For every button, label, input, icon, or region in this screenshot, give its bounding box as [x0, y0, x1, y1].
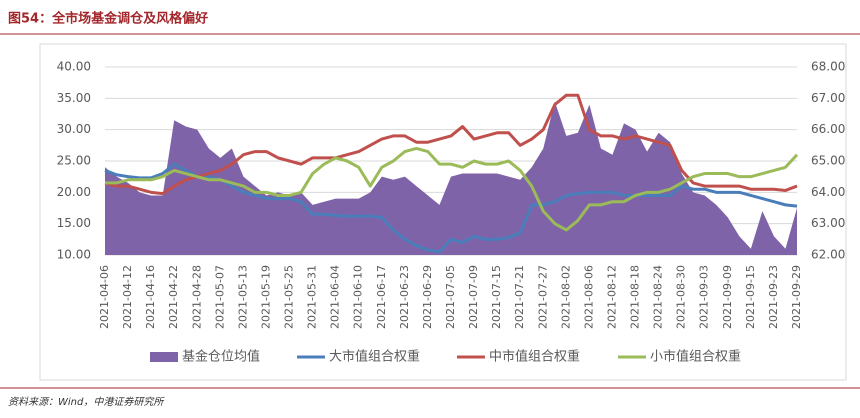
x-tick-label: 2021-06-04 [329, 265, 342, 329]
y2-tick-label: 63.00 [811, 216, 845, 230]
x-tick-label: 2021-05-31 [306, 265, 319, 329]
x-tick-label: 2021-09-23 [767, 265, 780, 329]
x-tick-label: 2021-08-30 [675, 265, 688, 329]
y-tick-label: 20.00 [57, 185, 91, 199]
x-tick-label: 2021-06-29 [421, 265, 434, 329]
y2-tick-label: 67.00 [811, 91, 845, 105]
legend-label: 中市值组合权重 [489, 349, 580, 365]
line [104, 93, 798, 196]
x-tick-label: 2021-09-09 [721, 265, 734, 329]
legend-swatch [150, 352, 178, 362]
legend-label: 基金仓位均值 [182, 349, 260, 365]
x-tick-label: 2021-07-05 [444, 265, 457, 329]
y-tick-label: 30.00 [57, 122, 91, 136]
x-tick-label: 2021-04-22 [167, 265, 180, 329]
x-tick-label: 2021-08-24 [652, 265, 665, 329]
x-tick-label: 2021-06-10 [352, 265, 365, 329]
x-tick-label: 2021-05-19 [259, 265, 272, 329]
y2-tick-label: 65.00 [811, 154, 845, 168]
x-tick-label: 2021-05-25 [283, 265, 296, 329]
chart-frame [39, 43, 847, 381]
x-tick-label: 2021-09-03 [698, 265, 711, 329]
x-tick-label: 2021-05-13 [236, 265, 249, 329]
x-tick-label: 2021-06-23 [398, 265, 411, 329]
x-tick-label: 2021-08-12 [605, 265, 618, 329]
y-tick-label: 35.00 [57, 91, 91, 105]
x-tick-label: 2021-09-29 [790, 265, 803, 329]
y2-tick-label: 66.00 [811, 122, 845, 136]
chart-title: 图54：全市场基金调仓及风格偏好 [8, 11, 208, 27]
x-tick-label: 2021-08-02 [559, 265, 572, 329]
x-tick-label: 2021-06-17 [375, 265, 388, 329]
x-tick-label: 2021-09-15 [744, 265, 757, 329]
y-tick-label: 25.00 [57, 154, 91, 168]
line [105, 146, 799, 232]
x-tick-label: 2021-08-18 [629, 265, 642, 329]
x-tick-label: 2021-04-28 [190, 265, 203, 329]
x-tick-label: 2021-04-12 [121, 265, 134, 329]
x-tick-label: 2021-07-21 [513, 265, 526, 329]
y2-tick-label: 62.00 [811, 248, 845, 262]
x-tick-label: 2021-07-27 [536, 265, 549, 329]
y-tick-label: 10.00 [57, 248, 91, 262]
y-tick-label: 15.00 [57, 216, 91, 230]
x-tick-label: 2021-07-09 [467, 265, 480, 329]
x-tick-label: 2021-04-06 [98, 265, 111, 329]
x-tick-label: 2021-04-16 [144, 265, 157, 329]
x-tick-label: 2021-07-15 [490, 265, 503, 329]
source: 资料来源：Wind，中港证券研究所 [8, 396, 165, 408]
y-tick-label: 40.00 [57, 60, 91, 74]
legend-label: 大市值组合权重 [329, 349, 420, 365]
y2-tick-label: 64.00 [811, 185, 845, 199]
legend-label: 小市值组合权重 [650, 349, 741, 365]
x-tick-label: 2021-08-06 [582, 265, 595, 329]
x-tick-label: 2021-05-07 [213, 265, 226, 329]
y2-tick-label: 68.00 [811, 60, 845, 74]
